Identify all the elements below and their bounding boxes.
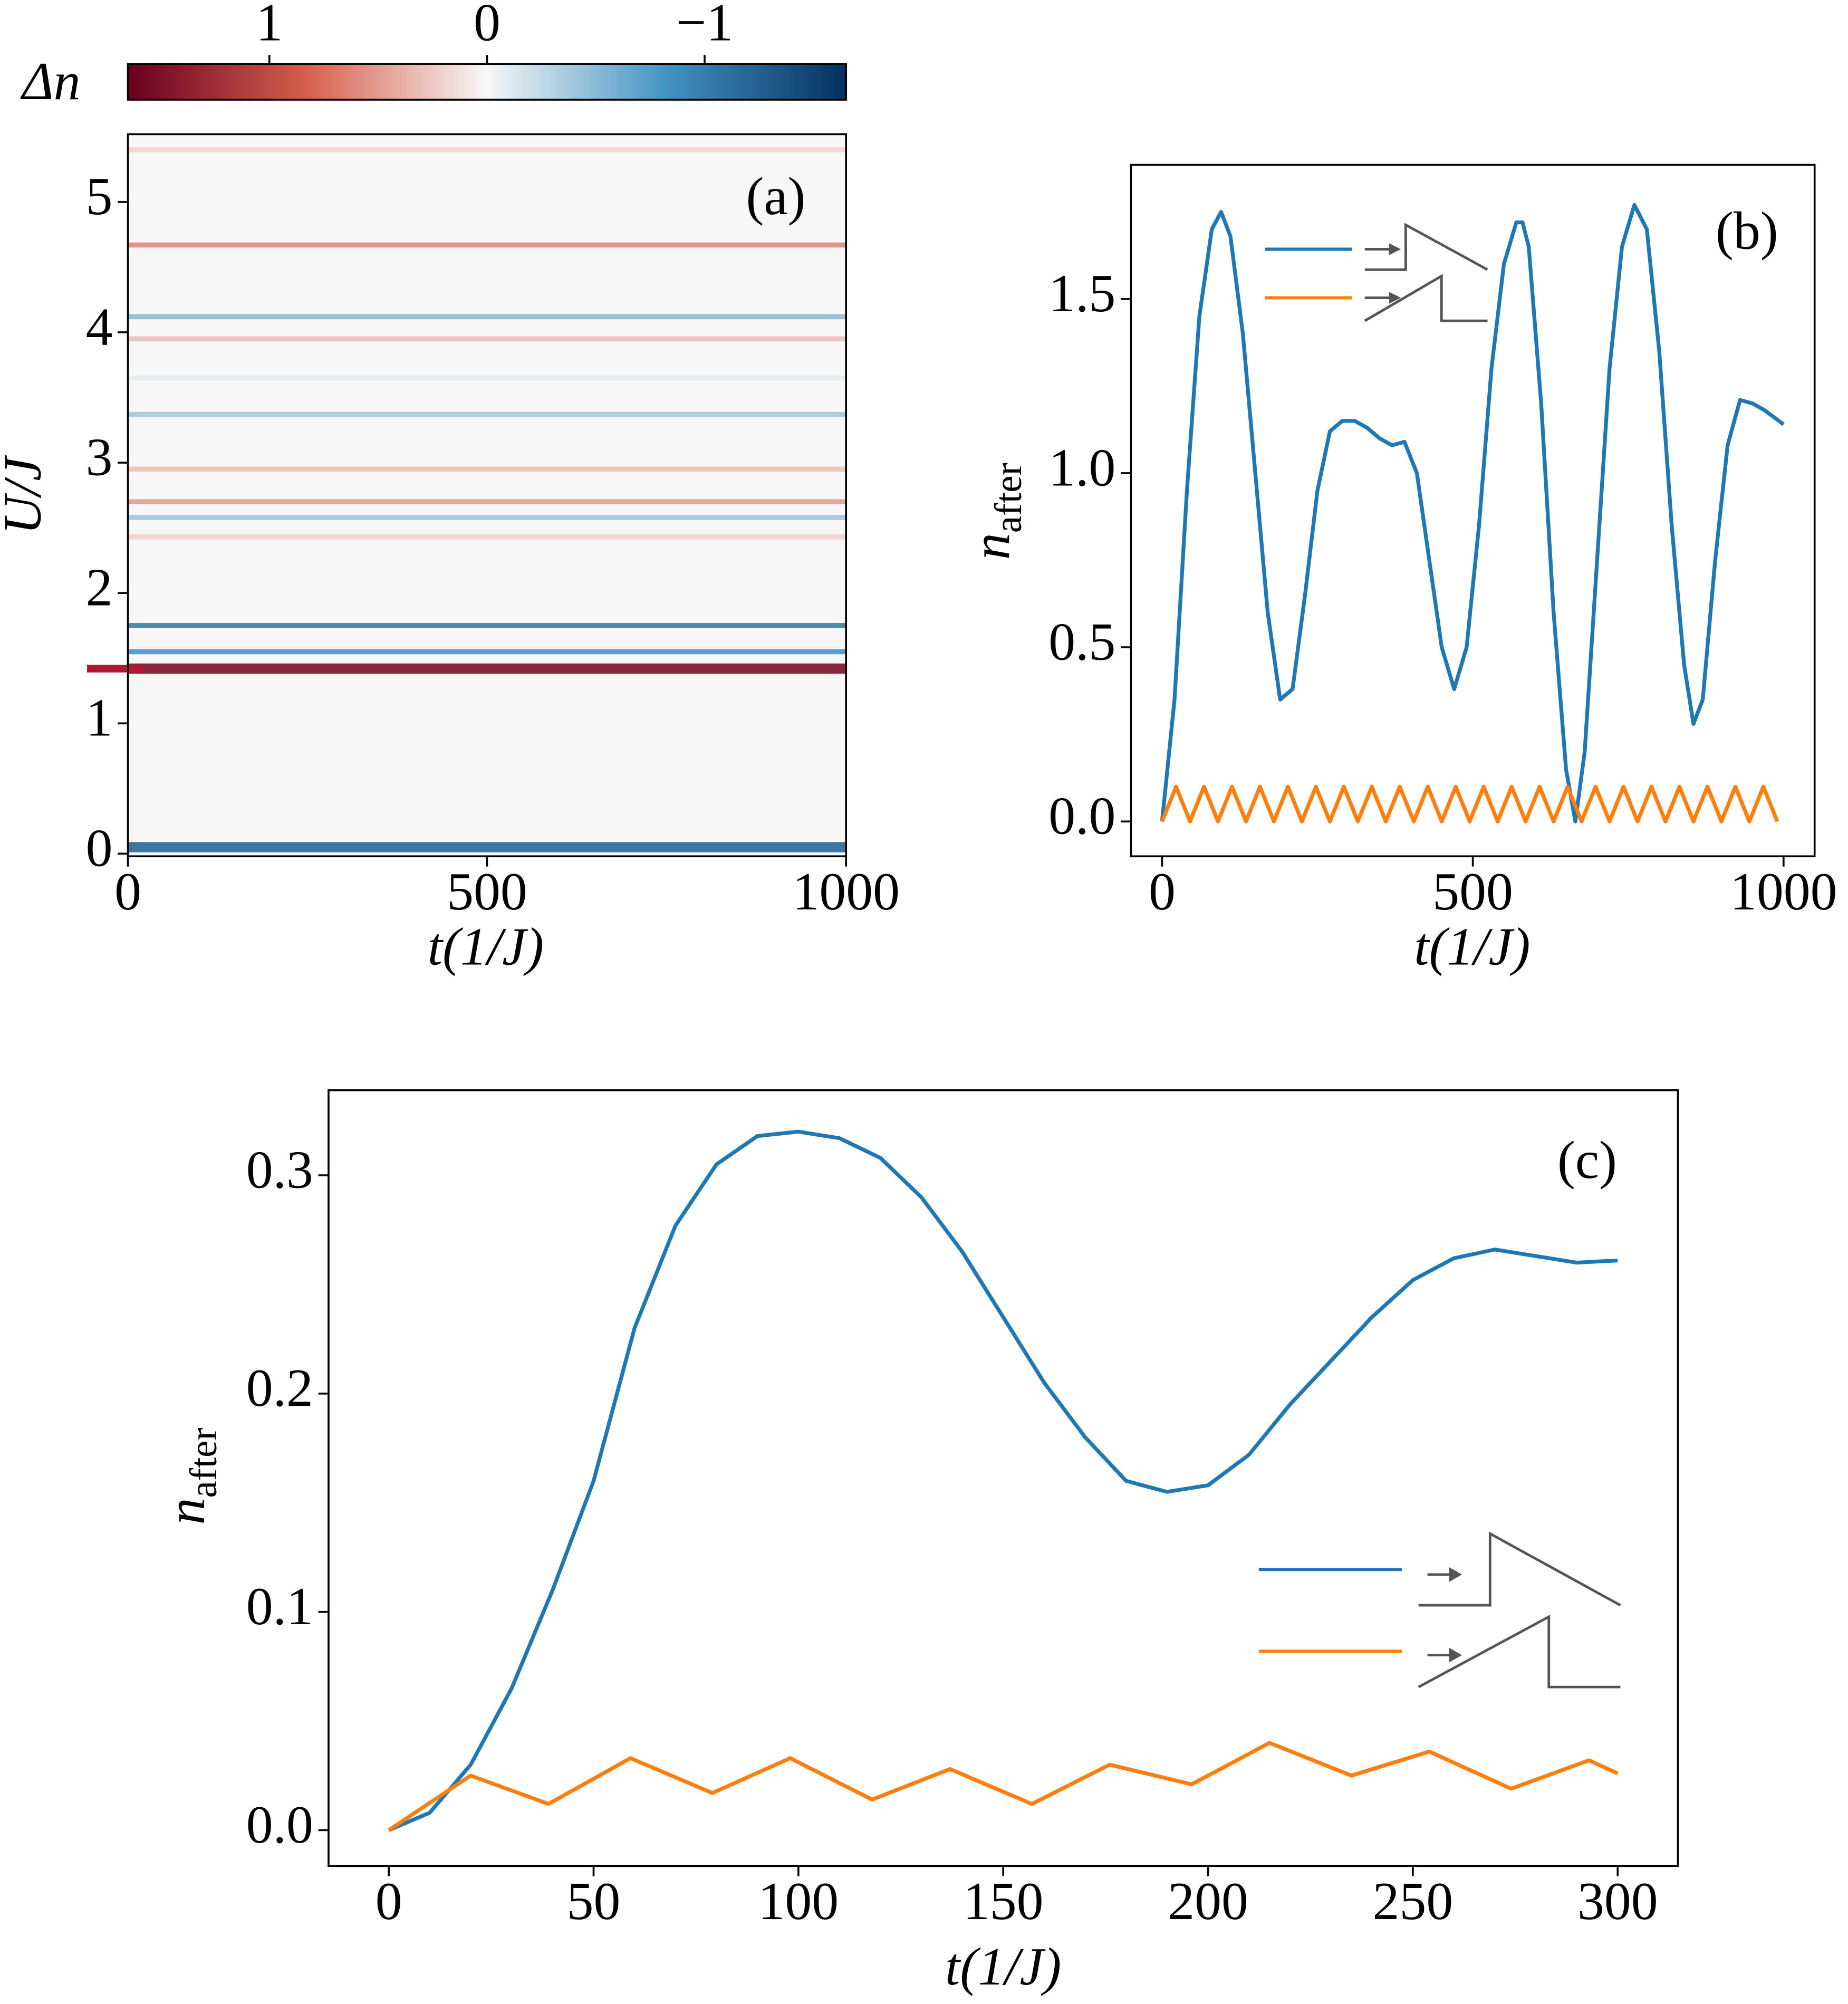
y-tick-label: 4 <box>86 297 113 357</box>
x-tick-label: 0 <box>376 1872 402 1931</box>
heatmap-stripe <box>128 375 846 381</box>
legend-icons-b <box>1364 223 1488 322</box>
x-tick-label: 0 <box>1149 862 1176 922</box>
x-tick-label: 100 <box>758 1872 839 1931</box>
y-axis-label-subscript: after <box>181 1427 224 1498</box>
x-tick-label: 1000 <box>1730 862 1837 922</box>
x-tick-label: 500 <box>1432 862 1513 922</box>
y-tick-label: 0.1 <box>246 1577 313 1636</box>
x-axis-label: t(1/J) <box>428 917 544 976</box>
x-tick-label: 0 <box>114 862 141 922</box>
y-tick-label: 0.3 <box>246 1140 313 1200</box>
y-tick-label: 3 <box>86 427 113 487</box>
x-tick-label: 50 <box>567 1872 621 1931</box>
panel: 1 0 −1 Δn 0 500 1000 0 1 2 3 4 5 t(1/J) U/J (a) <box>0 0 900 976</box>
x-tick-label: 300 <box>1577 1872 1658 1931</box>
x-axis-label: t(1/J) <box>1414 917 1530 976</box>
heatmap-stripe <box>128 336 846 342</box>
colorbar <box>127 63 848 101</box>
x-tick-label: 250 <box>1373 1872 1454 1931</box>
y-tick-label: 0.5 <box>1048 612 1115 672</box>
panel: 0 500 1000 0.0 0.5 1.0 1.5 t(1/J) nafter (b) <box>961 164 1837 976</box>
y-axis-label: U/J <box>0 455 53 535</box>
x-tick-label: 150 <box>963 1872 1044 1931</box>
y-tick-label: 0.0 <box>246 1795 313 1855</box>
heatmap-stripe <box>128 515 846 520</box>
heatmap-stripe <box>128 411 846 417</box>
heatmap-stripe <box>128 534 846 540</box>
y-axis-label: nafter <box>157 1427 224 1524</box>
panel-label: (a) <box>746 167 805 226</box>
colorbar-tick-label: −1 <box>676 0 733 53</box>
series-line <box>388 1741 1619 1832</box>
y-tick-label: 1 <box>86 688 113 748</box>
heatmap-stripe <box>128 242 846 248</box>
y-axis-label-main: U/J <box>0 455 53 535</box>
y-tick-label: 0.2 <box>246 1358 313 1418</box>
series-line <box>1160 784 1779 823</box>
heatmap-background <box>128 134 846 857</box>
panel-label: (c) <box>1557 1130 1617 1190</box>
x-tick-label: 1000 <box>792 862 899 922</box>
heatmap-stripe <box>128 314 846 320</box>
plot-frame <box>328 1089 1679 1867</box>
y-tick-label: 1.5 <box>1048 264 1115 323</box>
y-tick-label: 0 <box>86 819 113 878</box>
y-axis-label-main: n <box>157 1498 216 1524</box>
heatmap-stripe <box>128 499 846 505</box>
x-tick-label: 500 <box>447 862 527 922</box>
panel: 0 50 100 150 200 250 300 0.0 0.1 0.2 0.3 t(1/J) naft… <box>157 1089 1679 1997</box>
heatmap-stripe <box>128 663 846 674</box>
y-tick-label: 1.0 <box>1048 438 1115 497</box>
colorbar-label: Δn <box>20 52 81 111</box>
panel-label: (b) <box>1716 202 1778 261</box>
series-line <box>388 1129 1618 1832</box>
heatmap-stripe <box>128 649 846 655</box>
y-tick-label: 5 <box>86 167 113 226</box>
heatmap-stripe <box>128 842 846 852</box>
y-axis-label-main: n <box>961 533 1021 560</box>
colorbar-tick-label: 1 <box>256 0 283 53</box>
series-line <box>1160 203 1785 823</box>
y-tick-label: 2 <box>86 558 113 618</box>
y-axis-label: nafter <box>961 463 1029 560</box>
heatmap-stripe <box>128 466 846 472</box>
heatmap-stripe <box>128 147 846 152</box>
x-axis-label: t(1/J) <box>945 1937 1061 1997</box>
y-axis-label-subscript: after <box>987 463 1029 533</box>
y-tick-label: 0.0 <box>1048 787 1115 846</box>
colorbar-tick-label: 0 <box>474 0 500 53</box>
x-tick-label: 200 <box>1168 1872 1248 1931</box>
heatmap-stripe <box>128 623 846 628</box>
legend-icons-c <box>1418 1531 1621 1689</box>
